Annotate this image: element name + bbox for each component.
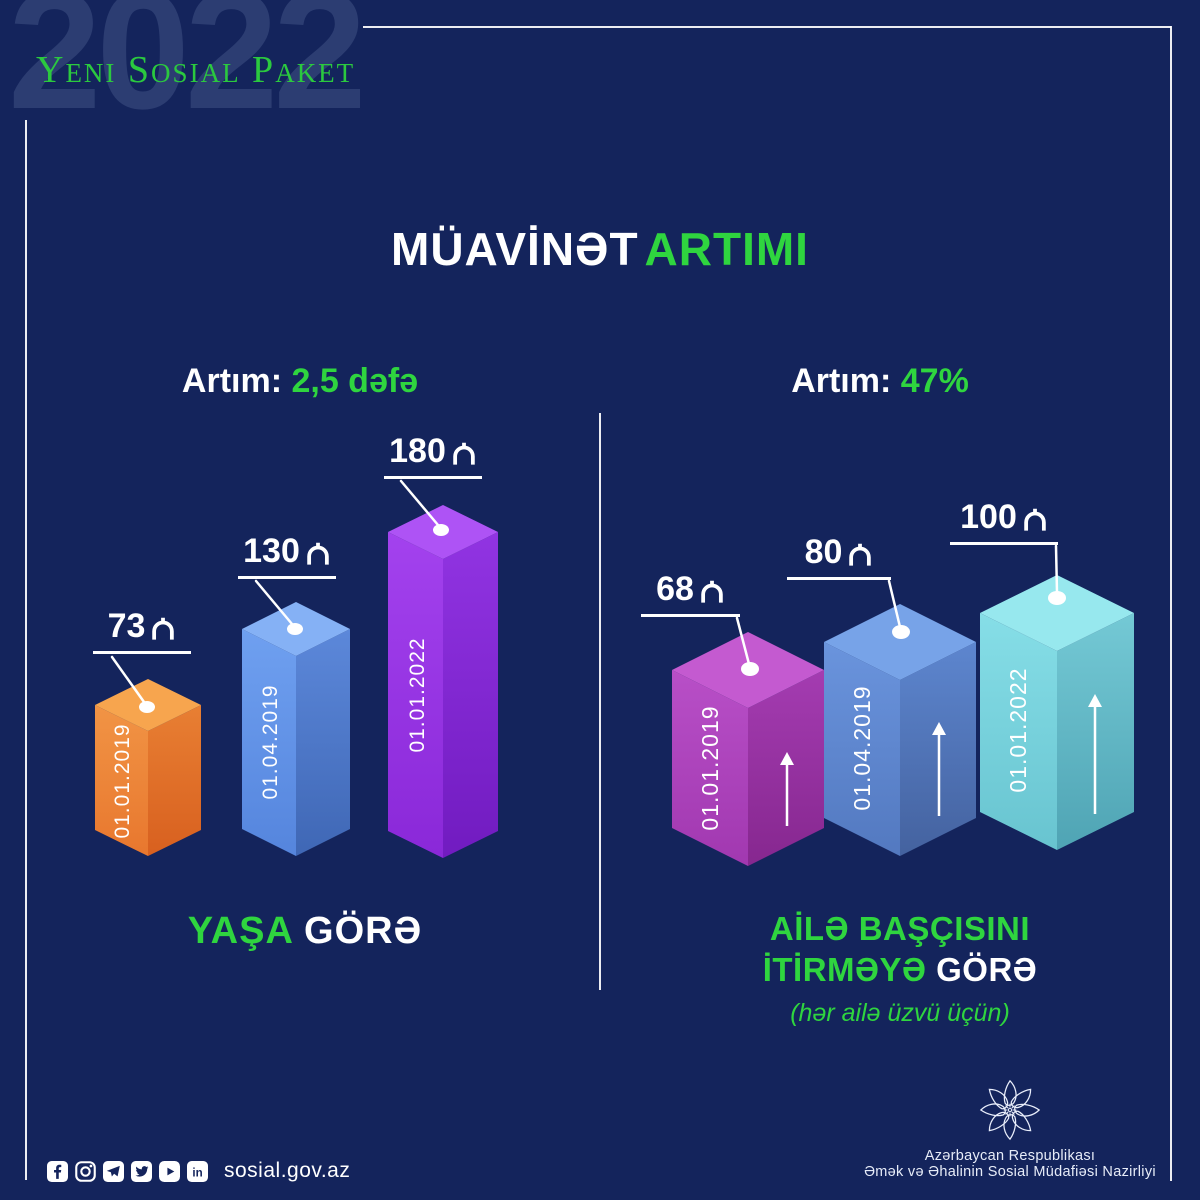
ministry-signature: Azərbaycan Respublikası Əmək və Əhalinin… (828, 1076, 1192, 1180)
left-chart-increase-label: Artım: 2,5 dəfə (100, 362, 500, 401)
ministry-name-line1: Azərbaycan Respublikası (924, 1148, 1096, 1164)
ministry-name-line2: Əmək və Əhalinin Sosial Müdafiəsi Nazirl… (864, 1164, 1156, 1180)
manat-icon (849, 543, 872, 566)
page-title: MÜAVİNƏT ARTIMI (0, 222, 1200, 276)
bar-date-label: 01.01.2022 (406, 637, 429, 752)
caption-line2-white: GÖRƏ (936, 951, 1038, 989)
title-word-muavinet: MÜAVİNƏT (391, 223, 639, 275)
frame-line-left (25, 120, 27, 1180)
manat-icon (453, 442, 475, 465)
growth-arrow-icon (1088, 694, 1102, 707)
manat-icon (307, 542, 329, 565)
growth-arrow-icon (780, 752, 794, 765)
linkedin-icon[interactable]: in (187, 1160, 208, 1182)
manat-icon (152, 617, 175, 640)
frame-line-right (1170, 26, 1172, 1181)
increase-label: Artım: (791, 362, 892, 400)
bar-date-label: 01.04.2019 (849, 685, 875, 810)
manat-icon (1024, 508, 1046, 531)
manat-icon (701, 580, 723, 603)
bar-value-label-100: 100 (950, 500, 1058, 545)
telegram-icon[interactable] (103, 1160, 124, 1182)
twitter-icon[interactable] (131, 1160, 152, 1182)
bar-value: 68 (656, 570, 694, 608)
caption-word-yasa: YAŞA (187, 910, 293, 952)
bar-value-label-130: 130 (238, 534, 336, 579)
value-pointers (110, 479, 1059, 704)
bar-date-label: 01.01.2022 (1005, 667, 1031, 792)
bar-value-label-73: 73 (93, 609, 191, 654)
caption-word-gore: GÖRƏ (304, 910, 423, 952)
bar-value-label-180: 180 (384, 434, 482, 479)
campaign-title: Yeni Sosial Paket (36, 49, 356, 91)
bar-73-orange: 01.01.2019 (95, 679, 201, 856)
website-link[interactable]: sosial.gov.az (224, 1159, 351, 1182)
right-chart-caption: AİLƏ BAŞÇISINI İTİRMƏYƏ GÖRƏ (hər ailə ü… (700, 908, 1100, 1029)
logo-center (1003, 1103, 1017, 1117)
bar-value: 100 (960, 498, 1017, 536)
logo-petals (979, 1079, 1041, 1141)
ministry-logo (979, 1079, 1041, 1141)
bar-value: 180 (389, 432, 446, 470)
caption-line1: AİLƏ BAŞÇISINI (769, 910, 1031, 947)
bar-130-blue: 01.04.2019 (242, 602, 350, 856)
bar-68-magenta: 01.01.2019 (672, 632, 824, 866)
bar-value: 73 (107, 607, 146, 645)
youtube-icon[interactable] (159, 1160, 180, 1182)
caption-line2-green: İTİRMƏYƏ (762, 951, 927, 989)
bar-100-cyan: 01.01.2022 (980, 575, 1134, 850)
bar-value-label-80: 80 (787, 535, 891, 580)
right-chart-increase-label: Artım: 47% (680, 362, 1080, 401)
instagram-icon[interactable] (75, 1160, 96, 1182)
center-divider (599, 413, 601, 990)
increase-value: 2,5 dəfə (291, 362, 419, 400)
svg-text:in: in (192, 1167, 202, 1179)
bar-value: 130 (243, 532, 300, 570)
footer-social-bar: in sosial.gov.az (47, 1159, 350, 1183)
caption-note: (hər ailə üzvü üçün) (790, 998, 1010, 1027)
bar-value: 80 (804, 533, 843, 571)
bar-value-label-68: 68 (641, 572, 740, 617)
frame-line-top (363, 26, 1171, 28)
increase-value: 47% (900, 362, 969, 400)
bar-date-label: 01.01.2019 (111, 723, 134, 838)
title-word-artimi: ARTIMI (644, 223, 809, 275)
growth-arrow-icon (932, 722, 946, 735)
facebook-icon[interactable] (47, 1160, 68, 1182)
bar-80-blue: 01.04.2019 (824, 604, 976, 856)
increase-label: Artım: (181, 362, 283, 400)
bar-date-label: 01.04.2019 (259, 684, 282, 799)
year-watermark: 2022 (8, 0, 367, 144)
left-chart-caption: YAŞA GÖRƏ (105, 910, 505, 953)
bar-date-label: 01.01.2019 (697, 705, 723, 830)
bar-180-purple: 01.01.2022 (388, 505, 498, 858)
